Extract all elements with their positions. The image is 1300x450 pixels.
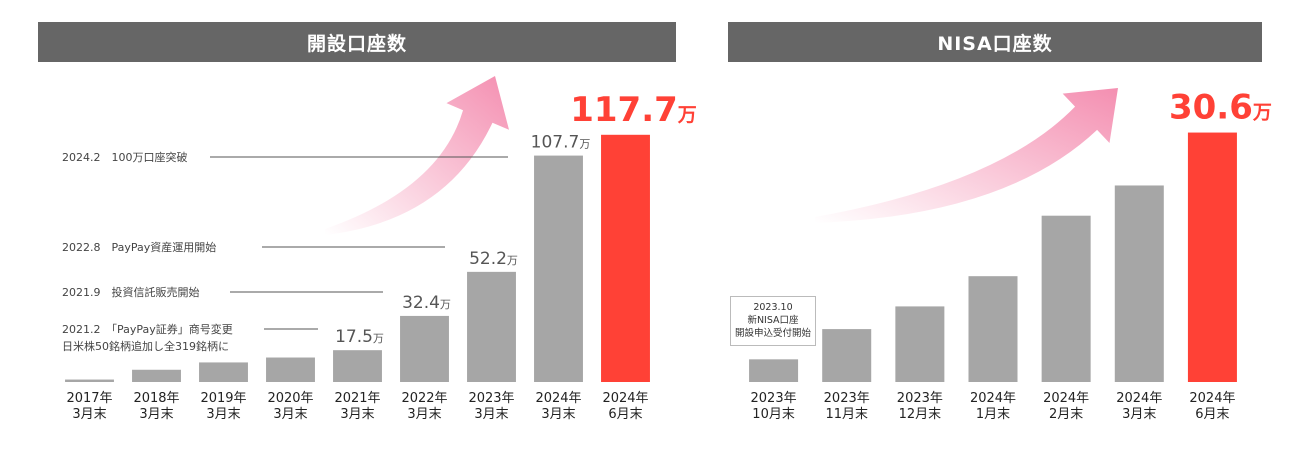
note-line: 2023.10 (753, 302, 793, 313)
x-tick-label: 1月末 (976, 407, 1010, 422)
x-tick-label: 2024年 (1043, 391, 1089, 406)
x-tick-label: 2020年 (267, 391, 313, 406)
x-tick-label: 2月末 (1049, 407, 1083, 422)
data-label: 17.5万 (335, 327, 384, 347)
annotation-text: 日米株50銘柄追加し全319銘柄に (62, 339, 229, 353)
x-tick-label: 3月末 (206, 407, 240, 422)
x-tick-label: 3月末 (273, 407, 307, 422)
nisa-count-chart: 2023年10月末2023年11月末2023年12月末2024年1月末2024年… (749, 88, 1272, 422)
x-tick-label: 10月末 (752, 407, 795, 422)
x-tick-label: 3月末 (541, 407, 575, 422)
growth-arrow (815, 88, 1118, 223)
bar (534, 155, 583, 382)
chart-title: 開設口座数 (38, 22, 676, 62)
x-tick-label: 2018年 (133, 391, 179, 406)
bar (266, 357, 315, 382)
note-line: 開設申込受付開始 (734, 328, 811, 339)
x-tick-label: 3月末 (72, 407, 106, 422)
bar (1114, 185, 1164, 382)
data-label-unit: 万 (1252, 102, 1272, 124)
x-tick-label: 2024年 (602, 391, 648, 406)
data-label-unit: 万 (507, 254, 518, 267)
growth-arrow (325, 76, 510, 235)
bar (1041, 215, 1091, 382)
bar (467, 271, 516, 382)
x-tick-label: 12月末 (899, 407, 942, 422)
x-tick-label: 3月末 (1122, 407, 1156, 422)
x-tick-label: 2024年 (535, 391, 581, 406)
account-count-chart: 2017年3月末2018年3月末2019年3月末2020年3月末2021年3月末… (62, 76, 697, 422)
x-tick-label: 2021年 (334, 391, 380, 406)
x-tick-label: 6月末 (608, 407, 642, 422)
x-tick-label: 2024年 (1116, 391, 1162, 406)
data-label-unit: 万 (677, 104, 697, 126)
nisa-note-box: 2023.10 新NISA口座 開設申込受付開始 (730, 296, 816, 346)
bar (400, 315, 449, 382)
x-tick-label: 2019年 (200, 391, 246, 406)
data-label-unit: 万 (440, 298, 451, 311)
bar (822, 329, 872, 382)
x-tick-label: 3月末 (407, 407, 441, 422)
data-label: 117.7万 (570, 90, 697, 130)
data-label-unit: 万 (579, 138, 590, 151)
chart-title: NISA口座数 (728, 22, 1262, 62)
data-label: 107.7万 (531, 133, 591, 153)
bar (333, 350, 382, 382)
x-tick-label: 2024年 (970, 391, 1016, 406)
annotation-text: 2024.2 100万口座突破 (62, 150, 188, 164)
data-label-unit: 万 (373, 332, 384, 345)
x-tick-label: 2023年 (897, 391, 943, 406)
bar (895, 306, 945, 382)
x-tick-label: 6月末 (1195, 407, 1229, 422)
x-tick-label: 3月末 (340, 407, 374, 422)
bar (199, 362, 248, 382)
x-tick-label: 2024年 (1189, 391, 1235, 406)
x-tick-label: 2023年 (824, 391, 870, 406)
x-tick-label: 3月末 (139, 407, 173, 422)
data-label: 30.6万 (1169, 88, 1272, 128)
x-tick-label: 2023年 (468, 391, 514, 406)
annotation-text: 2021.9 投資信託販売開始 (62, 285, 200, 299)
bar (132, 369, 181, 382)
data-label: 52.2万 (469, 249, 518, 269)
x-tick-label: 2017年 (66, 391, 112, 406)
annotation-text: 2022.8 PayPay資産運用開始 (62, 240, 216, 254)
nisa-count-panel: NISA口座数 2023年 10月末 2023年 11月末 2023年 12月末 2024年… (700, 0, 1300, 450)
x-tick-label: 3月末 (474, 407, 508, 422)
x-tick-label: 2023年 (751, 391, 797, 406)
bar (1187, 132, 1237, 382)
bar (968, 276, 1018, 382)
data-label: 32.4万 (402, 293, 451, 313)
bar (601, 134, 650, 382)
annotation-text: 2021.2 「PayPay証券」商号変更 (62, 322, 233, 336)
bar (749, 359, 799, 382)
x-tick-label: 2022年 (401, 391, 447, 406)
x-tick-label: 11月末 (825, 407, 868, 422)
note-line: 新NISA口座 (747, 315, 799, 326)
account-count-panel: 開設口座数 2017年 3月末 2018年 3月末 2019年 3月末 2020年 3月末 20… (38, 22, 697, 422)
bar (65, 379, 114, 382)
